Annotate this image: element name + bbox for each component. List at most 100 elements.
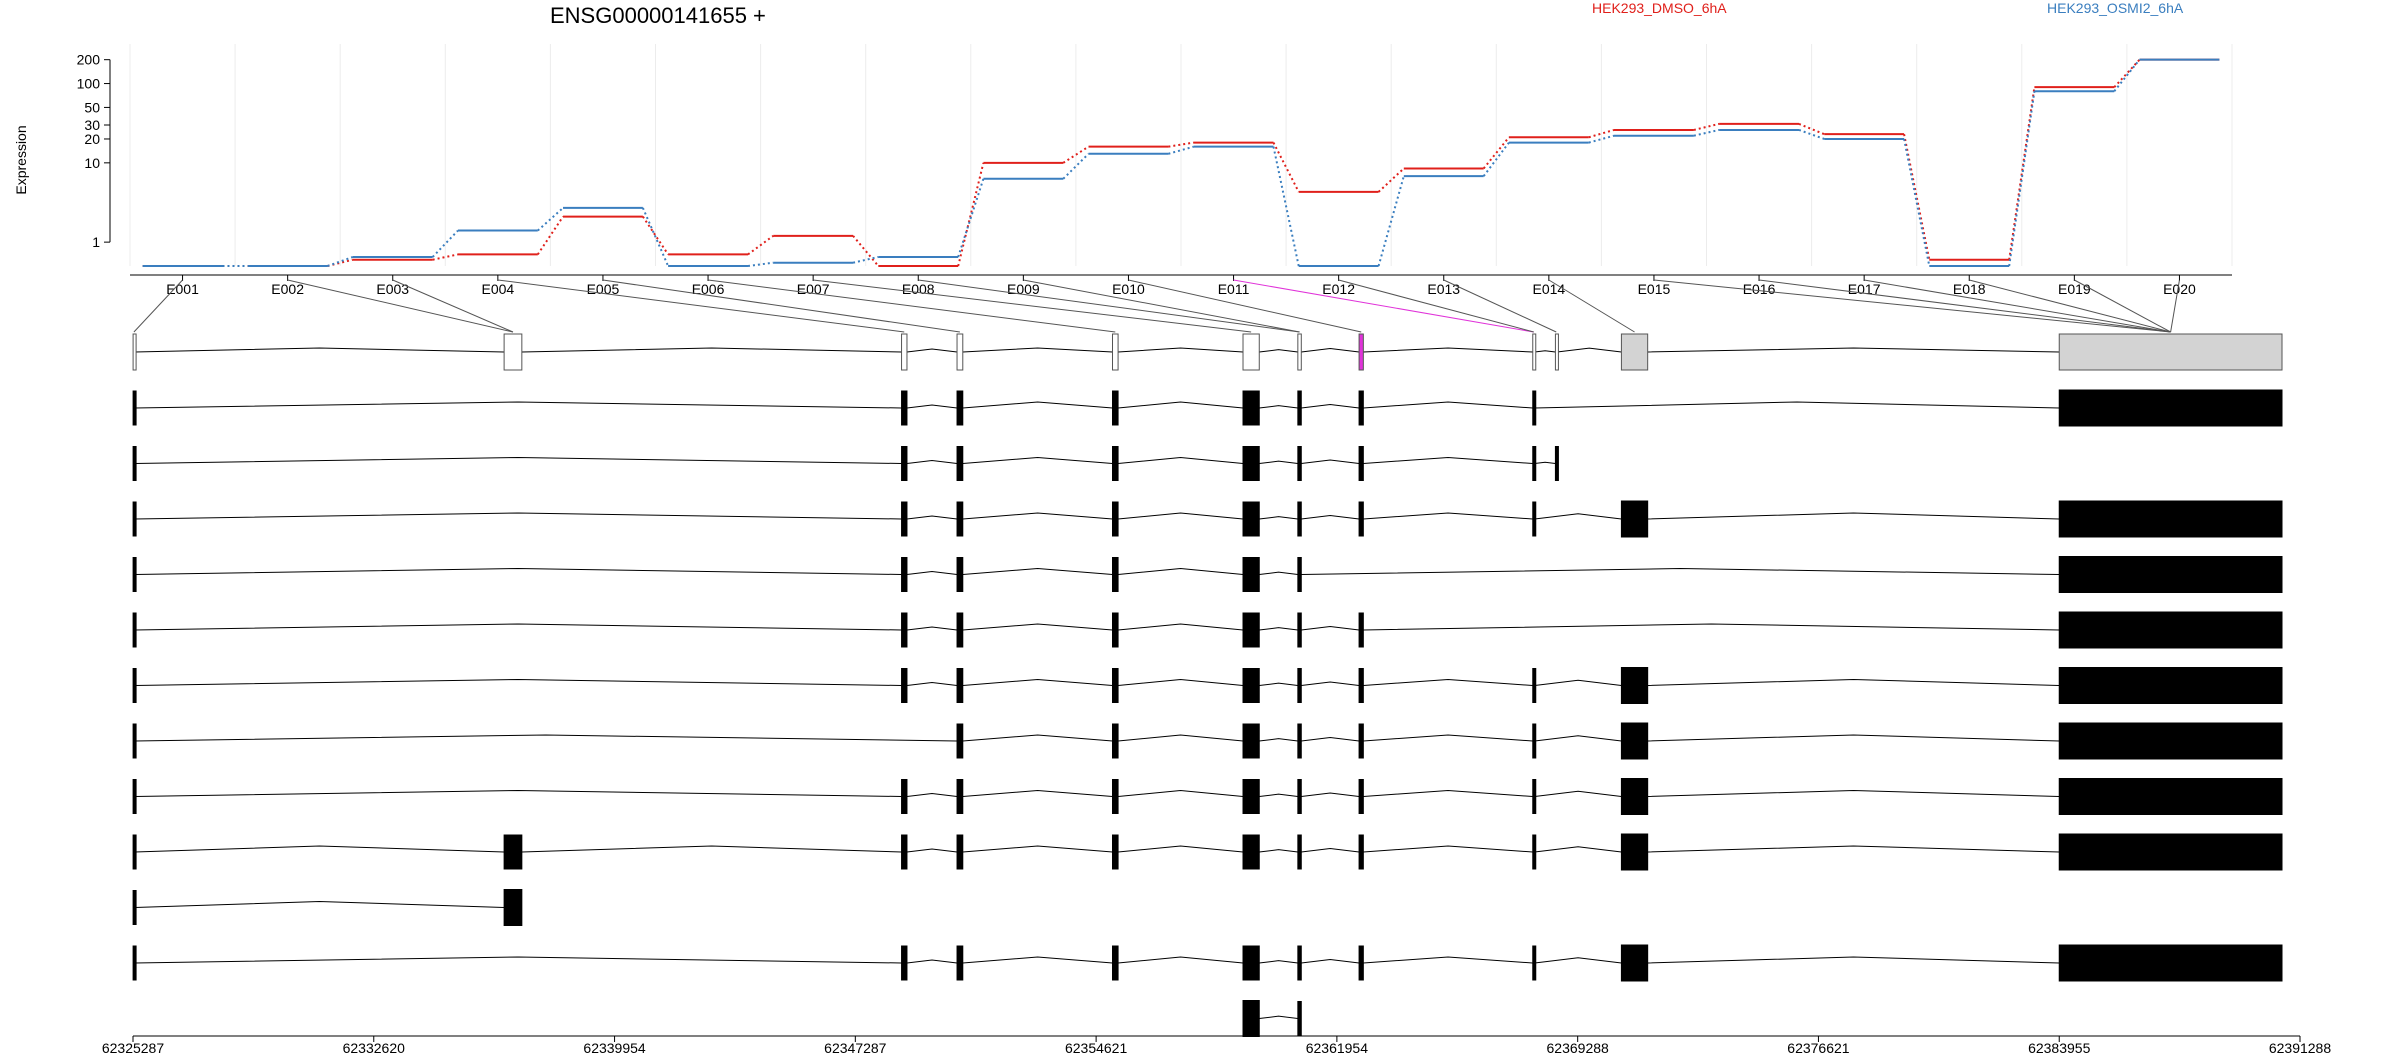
intron-line [962, 401, 1113, 409]
transcript-exon [132, 890, 137, 925]
exon-connector [1864, 279, 2171, 333]
series-connector [1168, 141, 1194, 148]
intron-line [962, 567, 1113, 575]
transcript-exon [1532, 945, 1537, 981]
genomic-tick-label: 62339954 [583, 1040, 646, 1056]
intron-line [1363, 678, 1533, 686]
exon-connector [602, 279, 960, 333]
transcript-exon [1532, 446, 1537, 481]
transcript-exon [1112, 668, 1119, 703]
transcript-exon [956, 557, 964, 592]
transcript-exon [2058, 389, 2283, 427]
transcript-exon [1620, 667, 1649, 704]
intron-line [962, 512, 1113, 520]
y-tick-label: 1 [92, 234, 100, 250]
intron-line [1259, 738, 1298, 742]
intron-line [1534, 350, 1556, 353]
exon-tick-label: E016 [1743, 281, 1776, 297]
transcript-exon [956, 723, 964, 759]
transcript-exon [1242, 390, 1260, 426]
intron-line [962, 789, 1113, 797]
transcript-exon [901, 501, 908, 537]
intron-line [1259, 627, 1298, 631]
intron-line [1259, 349, 1298, 353]
transcript-exon [1242, 446, 1260, 481]
exon-tick-label: E010 [1112, 281, 1145, 297]
intron-line [1118, 678, 1244, 686]
genomic-axis: 62325287 62332620 62339954 62347287 62354621… [102, 1035, 2331, 1056]
transcript-exon [1620, 500, 1649, 538]
transcript-exon [901, 668, 908, 703]
exon-connector [133, 279, 183, 333]
exon-connector [918, 279, 1300, 333]
transcript-exon [1532, 501, 1537, 537]
exon-connector [1653, 279, 2171, 333]
transcript-1 [132, 389, 2283, 427]
transcript-exon [1242, 501, 1260, 537]
genomic-tick-label: 62369288 [1547, 1040, 1610, 1056]
exon-bin [132, 333, 137, 371]
legend-entry-dmso: HEK293_DMSO_6hA [1592, 0, 1727, 16]
transcript-exon [1242, 723, 1260, 759]
series-connector [2113, 59, 2141, 88]
transcript-exon [956, 668, 964, 703]
genomic-tick-label: 62347287 [824, 1040, 887, 1056]
transcript-exon [901, 390, 908, 426]
series-connector [1377, 167, 1405, 193]
transcript-exon [1297, 390, 1302, 426]
y-tick-label: 10 [84, 155, 100, 171]
transcript-exon [901, 834, 908, 870]
transcript-exon [1297, 501, 1302, 537]
intron-line [1118, 456, 1244, 464]
genomic-tick-label: 62361954 [1306, 1040, 1369, 1056]
intron-line [1363, 347, 1533, 353]
intron-line [1259, 793, 1298, 797]
series-connector [1062, 153, 1090, 180]
transcript-exon [1358, 723, 1364, 759]
transcript-exon [1532, 779, 1537, 814]
genomic-tick-label: 62325287 [102, 1040, 165, 1056]
exon-connector [813, 279, 1252, 333]
exon-connector [1023, 279, 1300, 333]
exon-connector [1548, 279, 1635, 333]
genomic-tick-label: 62376621 [1787, 1040, 1850, 1056]
exon-tick-label: E003 [376, 281, 409, 297]
exon-tick-label: E011 [1218, 281, 1250, 297]
intron-line [1118, 845, 1244, 853]
transcript-exon [1297, 557, 1302, 592]
transcript-exon [2058, 556, 2283, 593]
intron-line [1363, 789, 1533, 797]
transcript-exon [1554, 446, 1559, 481]
transcript-exon [1358, 834, 1364, 870]
transcript-exon [132, 557, 137, 592]
series-connector [432, 253, 459, 261]
transcript-exon [1112, 612, 1119, 648]
intron-line [1301, 348, 1360, 353]
exon-bin [2058, 333, 2283, 371]
series-connector [641, 207, 670, 267]
intron-line [134, 347, 505, 353]
transcript-exon [901, 945, 908, 981]
series-connector [957, 178, 985, 258]
exon-connector [707, 279, 1116, 333]
transcript-exon [132, 612, 137, 648]
transcript-exon [1112, 779, 1119, 814]
transcript-exon [956, 612, 964, 648]
intron-line [1301, 515, 1360, 520]
transcript-exon [1532, 723, 1537, 759]
exon-connector [287, 279, 514, 333]
exon-tick-label: E006 [692, 281, 725, 297]
transcript-exon [1242, 779, 1260, 814]
intron-line [134, 401, 902, 409]
transcript-exon [1112, 501, 1119, 537]
transcript-exon [1112, 446, 1119, 481]
intron-line [906, 792, 958, 797]
intron-line [1118, 623, 1244, 631]
transcript-10 [132, 889, 523, 926]
exon-tick-label: E020 [2163, 281, 2196, 297]
transcript-exon [901, 446, 908, 481]
transcript-3 [132, 500, 2283, 538]
intron-line [906, 570, 958, 575]
transcript-exon [1297, 668, 1302, 703]
intron-line [906, 404, 958, 409]
